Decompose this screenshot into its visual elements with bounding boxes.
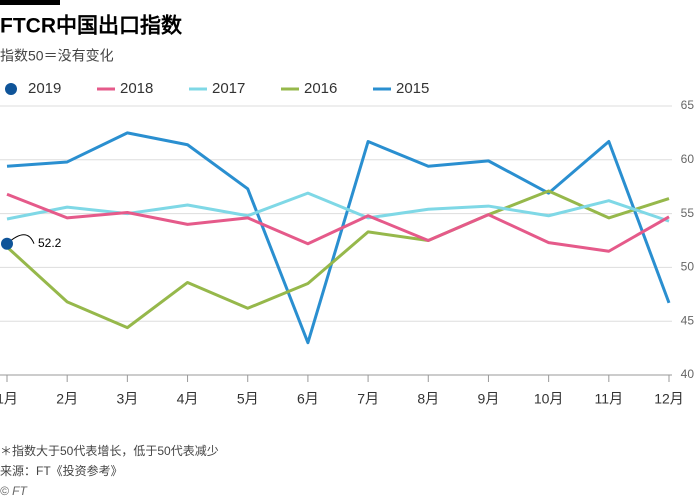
- series-line: [6, 191, 670, 223]
- x-tick-label: 10月: [534, 391, 564, 407]
- data-label: 52.2: [38, 236, 62, 250]
- x-tick-label: 8月: [417, 391, 439, 407]
- legend-label: 2016: [304, 80, 337, 97]
- legend-label: 2017: [212, 80, 245, 97]
- y-tick-label: 45: [681, 313, 695, 327]
- x-tick-label: 12月: [654, 391, 684, 407]
- y-tick-label: 60: [681, 152, 695, 166]
- x-tick-label: 6月: [297, 391, 319, 407]
- x-tick-label: 4月: [177, 391, 199, 407]
- brand-bar: [0, 0, 60, 5]
- x-tick-label: 1月: [0, 391, 18, 407]
- legend-label: 2015: [396, 80, 429, 97]
- note: ＊指数大于50代表增长，低于50代表减少: [0, 443, 219, 458]
- legend-marker: [5, 83, 17, 95]
- x-tick-label: 5月: [237, 391, 259, 407]
- chart-subtitle: 指数50＝没有变化: [0, 48, 114, 64]
- source: 来源：FT《投资参考》: [0, 463, 123, 478]
- y-tick-label: 65: [681, 98, 695, 112]
- x-tick-label: 3月: [116, 391, 138, 407]
- credit: © FT: [0, 484, 29, 498]
- legend-label: 2018: [120, 80, 153, 97]
- series-line: [5, 189, 670, 330]
- y-tick-label: 55: [681, 206, 695, 220]
- y-tick-label: 50: [681, 260, 695, 274]
- series-line: [6, 192, 670, 253]
- x-tick-label: 11月: [595, 391, 624, 407]
- point: [1, 237, 13, 250]
- x-tick-label: 2月: [56, 391, 78, 407]
- x-tick-label: 9月: [478, 391, 500, 407]
- x-tick-label: 7月: [357, 391, 379, 407]
- legend-label: 2019: [28, 80, 61, 97]
- y-tick-label: 40: [681, 367, 695, 381]
- chart-title: FTCR中国出口指数: [0, 15, 183, 38]
- series-line: [6, 131, 671, 345]
